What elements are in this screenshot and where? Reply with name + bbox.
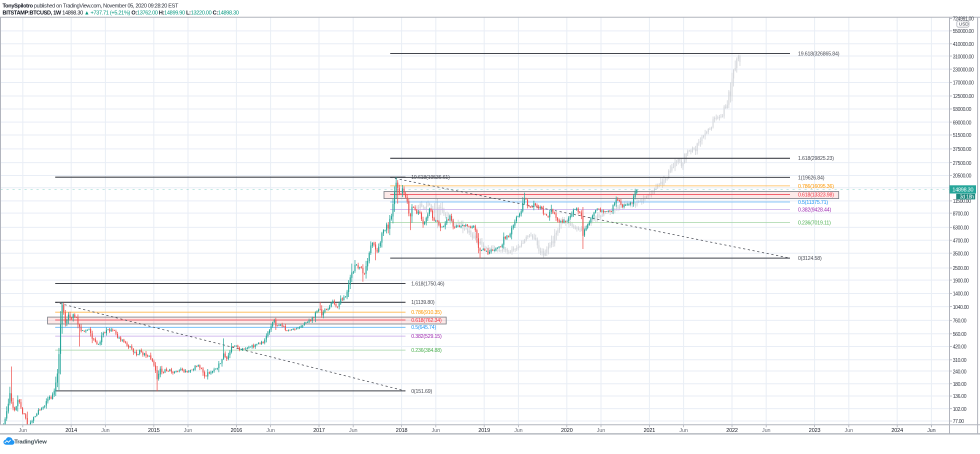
- svg-text:760.00: 760.00: [953, 319, 967, 325]
- svg-text:Jun: Jun: [679, 428, 687, 434]
- svg-text:2017: 2017: [313, 428, 325, 434]
- svg-text:19.618(326865.84): 19.618(326865.84): [798, 51, 840, 57]
- svg-text:0.786(910.35): 0.786(910.35): [411, 310, 442, 316]
- svg-text:BITSTAMP:BTCUSD, 1W 14898.30 ▲: BITSTAMP:BTCUSD, 1W 14898.30 ▲ +737.71 (…: [3, 10, 239, 16]
- svg-text:410000.00: 410000.00: [953, 42, 974, 48]
- svg-text:2023: 2023: [809, 428, 821, 434]
- svg-text:136.00: 136.00: [953, 394, 967, 400]
- svg-text:27500.00: 27500.00: [953, 161, 972, 167]
- svg-text:180.00: 180.00: [953, 382, 967, 388]
- svg-text:420.00: 420.00: [953, 345, 967, 351]
- svg-text:0.236(384.88): 0.236(384.88): [411, 348, 442, 354]
- svg-text:0.618(13323.98): 0.618(13323.98): [798, 192, 834, 198]
- svg-text:Jun: Jun: [184, 428, 192, 434]
- svg-text:2022: 2022: [726, 428, 738, 434]
- svg-text:310.00: 310.00: [953, 358, 967, 364]
- svg-text:1040.00: 1040.00: [953, 305, 969, 311]
- svg-text:Jun: Jun: [101, 428, 109, 434]
- svg-text:4700.00: 4700.00: [953, 238, 969, 244]
- svg-text:1(1139.80): 1(1139.80): [411, 300, 435, 306]
- svg-text:0.5(11375.71): 0.5(11375.71): [798, 200, 828, 206]
- svg-text:8700.00: 8700.00: [953, 211, 969, 217]
- svg-text:2016: 2016: [231, 428, 243, 434]
- svg-text:Jun: Jun: [19, 428, 27, 434]
- svg-text:0.786(16095.36): 0.786(16095.36): [798, 184, 834, 190]
- svg-text:0.5(645.74): 0.5(645.74): [411, 325, 436, 331]
- svg-text:2018: 2018: [396, 428, 408, 434]
- svg-text:Jun: Jun: [266, 428, 274, 434]
- svg-text:Jun: Jun: [762, 428, 770, 434]
- svg-text:2015: 2015: [148, 428, 160, 434]
- svg-text:11500.00: 11500.00: [953, 199, 972, 205]
- svg-text:0(151.69): 0(151.69): [411, 389, 432, 395]
- svg-text:Jun: Jun: [349, 428, 357, 434]
- svg-text:TonySpilotro published on Trad: TonySpilotro published on TradingView.co…: [3, 4, 180, 10]
- svg-text:724991.00: 724991.00: [953, 17, 974, 23]
- svg-text:1.618(29825.23): 1.618(29825.23): [798, 156, 834, 162]
- svg-text:3500.00: 3500.00: [953, 251, 969, 257]
- svg-text:0.236(7019.11): 0.236(7019.11): [798, 220, 831, 226]
- svg-text:1(19626.84): 1(19626.84): [798, 175, 825, 181]
- svg-text:1.618(1750.46): 1.618(1750.46): [411, 281, 445, 287]
- svg-text:170000.00: 170000.00: [953, 81, 974, 87]
- svg-text:69000.00: 69000.00: [953, 120, 972, 126]
- svg-text:1900.00: 1900.00: [953, 278, 969, 284]
- svg-text:2021: 2021: [644, 428, 656, 434]
- svg-text:14898.30: 14898.30: [952, 188, 973, 194]
- svg-text:0.382(529.15): 0.382(529.15): [411, 334, 442, 340]
- svg-text:Jun: Jun: [927, 428, 935, 434]
- svg-text:102.00: 102.00: [953, 407, 967, 413]
- svg-text:2500.00: 2500.00: [953, 266, 969, 272]
- svg-text:2024: 2024: [891, 428, 903, 434]
- svg-text:2019: 2019: [478, 428, 490, 434]
- svg-text:310000.00: 310000.00: [953, 54, 974, 60]
- svg-text:Jun: Jun: [514, 428, 522, 434]
- svg-text:125000.00: 125000.00: [953, 94, 974, 100]
- svg-text:93000.00: 93000.00: [953, 107, 972, 113]
- svg-text:0(3124.58): 0(3124.58): [798, 256, 822, 262]
- svg-text:Jun: Jun: [927, 428, 935, 434]
- svg-text:0.618(762.34): 0.618(762.34): [411, 318, 442, 324]
- svg-text:20500.00: 20500.00: [953, 174, 972, 180]
- svg-text:2014: 2014: [65, 428, 77, 434]
- svg-text:Jun: Jun: [845, 428, 853, 434]
- svg-text:230000.00: 230000.00: [953, 67, 974, 73]
- svg-text:560.00: 560.00: [953, 332, 967, 338]
- svg-text:77.00: 77.00: [953, 419, 965, 425]
- svg-text:0.382(9428.44): 0.382(9428.44): [798, 208, 832, 214]
- svg-text:51500.00: 51500.00: [953, 133, 972, 139]
- svg-text:2020: 2020: [561, 428, 573, 434]
- svg-text:240.00: 240.00: [953, 369, 967, 375]
- svg-text:37500.00: 37500.00: [953, 147, 972, 153]
- svg-text:Jun: Jun: [432, 428, 440, 434]
- svg-text:550000.00: 550000.00: [953, 29, 974, 35]
- svg-text:TradingView: TradingView: [14, 439, 47, 445]
- svg-text:Jun: Jun: [597, 428, 605, 434]
- svg-text:6300.00: 6300.00: [953, 226, 969, 232]
- svg-text:USD: USD: [959, 22, 969, 27]
- svg-text:1400.00: 1400.00: [953, 292, 969, 298]
- svg-text:3d 18h: 3d 18h: [960, 195, 975, 201]
- svg-text:19.618(19536.61): 19.618(19536.61): [411, 175, 450, 181]
